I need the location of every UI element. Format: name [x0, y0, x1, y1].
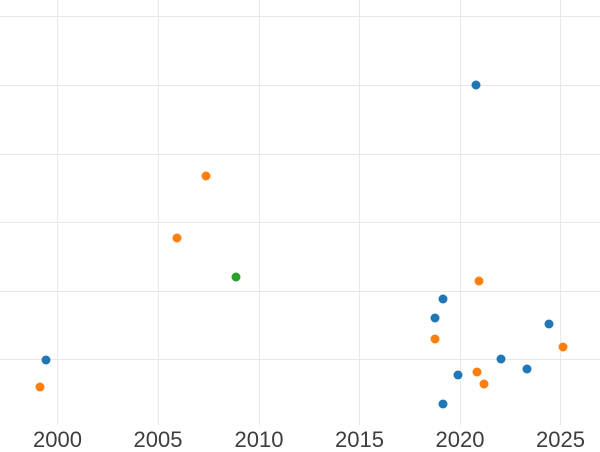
- vertical-gridline: [359, 0, 360, 425]
- green-series-point: [231, 272, 241, 282]
- vertical-gridline: [459, 0, 461, 425]
- x-tick-label: 2010: [234, 427, 284, 452]
- x-tick-label: 2000: [33, 427, 82, 452]
- blue-series-point: [438, 399, 447, 409]
- orange-series-point: [430, 334, 439, 343]
- x-tick-label: 2020: [435, 427, 485, 452]
- blue-series-point: [496, 354, 506, 364]
- vertical-gridline: [157, 0, 159, 425]
- x-tick-label: 2015: [335, 427, 384, 452]
- orange-series-point: [558, 342, 567, 351]
- orange-series-point: [472, 367, 481, 376]
- horizontal-gridline: [0, 153, 600, 155]
- horizontal-gridline: [0, 291, 600, 292]
- blue-series-point: [544, 319, 553, 328]
- vertical-gridline: [258, 0, 260, 425]
- horizontal-gridline: [0, 359, 600, 360]
- orange-series-point: [474, 276, 483, 286]
- orange-series-point: [201, 171, 210, 180]
- blue-series-point: [438, 294, 447, 304]
- vertical-gridline: [560, 0, 561, 425]
- blue-series-point: [41, 355, 51, 364]
- blue-series-point: [430, 313, 440, 323]
- blue-series-point: [522, 364, 532, 373]
- orange-series-point: [35, 382, 45, 391]
- x-tick-label: 2005: [133, 427, 183, 452]
- x-tick-label: 2025: [536, 427, 585, 452]
- horizontal-gridline: [0, 222, 600, 223]
- blue-series-point: [471, 80, 481, 90]
- horizontal-gridline: [0, 84, 600, 86]
- blue-series-point: [453, 370, 462, 379]
- vertical-gridline: [57, 0, 58, 425]
- orange-series-point: [172, 233, 182, 242]
- horizontal-gridline: [0, 15, 600, 17]
- orange-series-point: [479, 379, 488, 388]
